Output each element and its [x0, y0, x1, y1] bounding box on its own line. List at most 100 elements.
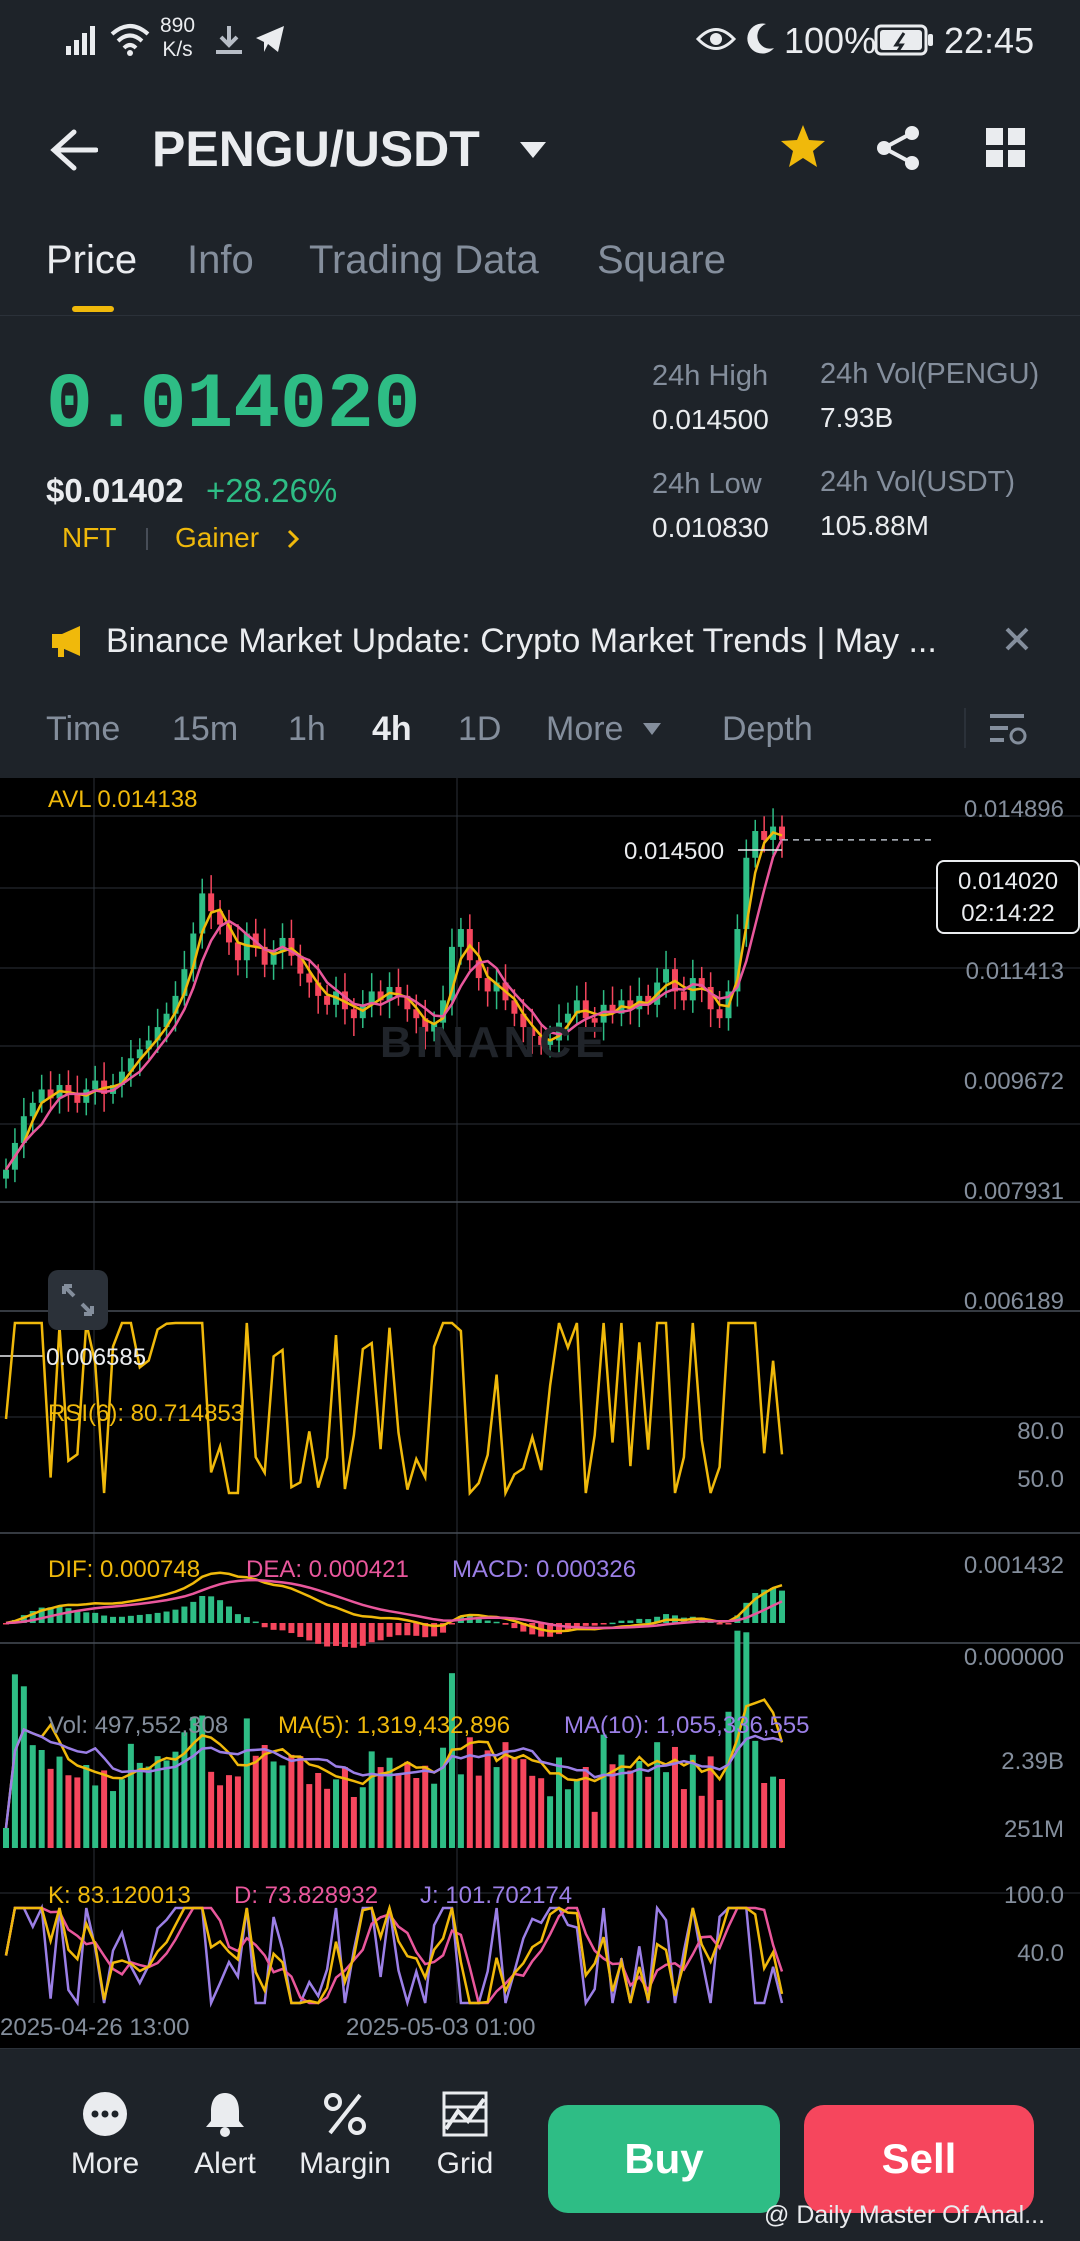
share-icon[interactable]: [874, 124, 922, 172]
macd-bar: [654, 1616, 661, 1623]
pair-title[interactable]: PENGU/USDT: [152, 121, 480, 177]
grid-button[interactable]: Grid: [410, 2089, 520, 2181]
macd-bar: [422, 1623, 429, 1638]
macd-bar: [341, 1623, 348, 1647]
candle-body: [422, 1018, 429, 1032]
macd-axis-label: 0.000000: [963, 1644, 1064, 1671]
expand-chart-button[interactable]: [48, 1270, 108, 1330]
candle-body: [564, 1013, 571, 1023]
margin-button[interactable]: Margin: [290, 2089, 400, 2181]
candlestick-chart[interactable]: [0, 778, 1080, 2048]
macd-bar: [234, 1614, 241, 1623]
tab-info[interactable]: Info: [187, 238, 254, 282]
alert-button[interactable]: Alert: [170, 2089, 280, 2181]
volume-bar: [252, 1755, 259, 1848]
news-ticker[interactable]: Binance Market Update: Crypto Market Tre…: [106, 622, 937, 660]
interval-15m[interactable]: 15m: [172, 710, 239, 748]
close-icon[interactable]: [1004, 626, 1030, 652]
app-header: PENGU/USDT: [0, 100, 1080, 200]
tag-nft[interactable]: NFT: [62, 522, 117, 553]
volume-bar: [29, 1745, 36, 1848]
page-tabs: Price Info Trading Data Square: [0, 230, 1080, 316]
volume-bar: [502, 1742, 509, 1848]
favorite-star-icon[interactable]: [778, 122, 828, 172]
volume-bar: [493, 1767, 500, 1848]
candle-body: [163, 1013, 170, 1028]
tab-square[interactable]: Square: [597, 238, 726, 282]
kdj-axis-label: 100.0: [1003, 1882, 1064, 1909]
buy-button[interactable]: Buy: [548, 2105, 780, 2213]
interval-4h[interactable]: 4h: [372, 710, 412, 748]
candle-body: [484, 978, 491, 992]
candle-body: [448, 946, 455, 1001]
battery-icon: [874, 24, 933, 56]
volume-bar: [3, 1828, 9, 1848]
ma-line: [4, 831, 783, 1171]
macd-bar: [368, 1623, 375, 1643]
expand-icon: [62, 1284, 94, 1316]
volume-bar: [154, 1756, 161, 1848]
volume-bar: [404, 1761, 411, 1848]
sell-button[interactable]: Sell: [804, 2105, 1034, 2213]
vol-base-value: 7.93B: [820, 402, 894, 433]
more-button[interactable]: More: [50, 2089, 160, 2181]
macd-bar: [217, 1600, 224, 1623]
macd-bar: [181, 1606, 188, 1623]
candle-body: [600, 1004, 607, 1023]
pair-dropdown-icon[interactable]: [518, 140, 548, 160]
high-label: 24h High: [652, 360, 769, 392]
interval-1d[interactable]: 1D: [458, 710, 502, 748]
macd-bar: [101, 1615, 108, 1623]
chevron-right-icon[interactable]: [286, 528, 300, 550]
macd-bar: [261, 1623, 268, 1628]
macd-bar: [395, 1623, 402, 1636]
volume-bar: [101, 1770, 108, 1848]
candle-body: [190, 933, 197, 970]
volume-bar: [56, 1756, 63, 1848]
grid-menu-icon[interactable]: [984, 126, 1028, 170]
tab-trading-data[interactable]: Trading Data: [309, 238, 539, 282]
volume-bar: [306, 1784, 313, 1848]
macd-bar: [297, 1623, 304, 1637]
macd-bar: [29, 1611, 36, 1623]
candle-body: [279, 937, 286, 952]
back-arrow-icon[interactable]: [50, 128, 98, 172]
interval-depth[interactable]: Depth: [722, 710, 813, 748]
volume-bar: [582, 1767, 589, 1848]
macd-bar: [92, 1612, 99, 1623]
candle-body: [779, 826, 785, 840]
interval-1h[interactable]: 1h: [288, 710, 326, 748]
macd-bar: [333, 1623, 340, 1646]
battery-percent: 100%: [784, 20, 877, 61]
clock: 22:45: [944, 20, 1035, 61]
status-bar: 890 K/s 100% 22:45: [0, 0, 1080, 80]
volume-bar: [761, 1783, 768, 1848]
candle-body: [92, 1080, 99, 1090]
volume-bar: [190, 1716, 197, 1848]
volume-bar: [270, 1761, 277, 1848]
candle-body: [341, 991, 348, 1010]
candle-body: [538, 1035, 545, 1045]
candle-body: [118, 1071, 125, 1086]
j-label: J: 101.702174: [420, 1882, 573, 1909]
tab-price[interactable]: Price: [46, 238, 138, 282]
candle-body: [199, 893, 206, 934]
volume-bar: [110, 1791, 117, 1848]
watermark: BINANCE: [380, 1018, 609, 1067]
macd-bar: [600, 1623, 607, 1625]
interval-more[interactable]: More: [546, 710, 624, 748]
macd-bar: [324, 1623, 331, 1647]
rsi-line: [4, 1321, 784, 1498]
volume-bar: [279, 1765, 286, 1848]
candle-body: [350, 1009, 357, 1019]
more-dropdown-icon[interactable]: [642, 722, 662, 736]
volume-bar: [770, 1776, 777, 1848]
chart-area[interactable]: AVL 0.014138 0.014896 0.011413 0.009672 …: [0, 778, 1080, 2048]
volume-bar: [573, 1779, 580, 1848]
tag-gainer[interactable]: Gainer: [175, 522, 260, 553]
macd-bar: [618, 1620, 625, 1623]
chart-settings-icon[interactable]: [988, 710, 1028, 748]
volume-bar: [457, 1774, 464, 1848]
interval-time[interactable]: Time: [46, 710, 121, 748]
candle-body: [377, 991, 384, 1001]
